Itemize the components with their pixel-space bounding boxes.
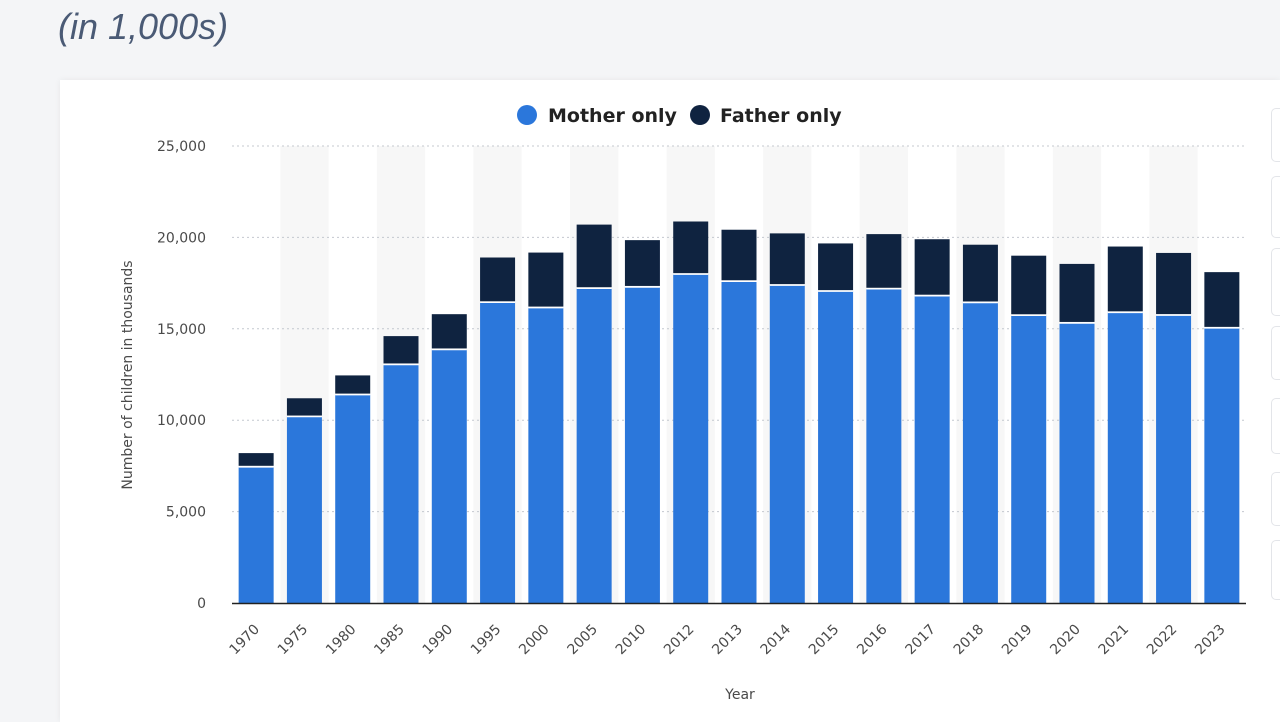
- bar-segment-mother-only: [1059, 322, 1095, 603]
- side-toolbar-tab[interactable]: [1271, 176, 1280, 238]
- x-tick-labels: 1970 1975 1980 1985 1990 1995 2000 2005 2010 2012…: [226, 621, 1228, 658]
- x-tick-label: 1980: [323, 622, 360, 659]
- bar-segment-father-only: [576, 224, 612, 288]
- bar-segment-mother-only: [1204, 327, 1240, 603]
- bar-segment-mother-only: [866, 288, 902, 603]
- x-tick-label: 1990: [420, 622, 457, 659]
- x-tick-label: 2016: [854, 621, 891, 658]
- bars: [238, 221, 1240, 603]
- x-tick-label: 2020: [1047, 622, 1084, 659]
- side-toolbar-tab[interactable]: [1271, 108, 1280, 162]
- x-tick-label: 2014: [758, 621, 795, 658]
- side-toolbar-tab[interactable]: [1271, 540, 1280, 600]
- x-tick-label: 2017: [902, 622, 939, 659]
- legend-label-father-only[interactable]: Father only: [720, 105, 842, 127]
- x-tick-label: 2023: [1192, 622, 1229, 659]
- x-tick-label: 1985: [371, 622, 408, 659]
- x-tick-label: 2013: [709, 622, 746, 659]
- bar-segment-father-only: [335, 375, 371, 394]
- bar-segment-father-only: [1156, 252, 1192, 315]
- bar-segment-father-only: [528, 252, 564, 307]
- bar-segment-father-only: [721, 229, 757, 281]
- x-tick-label: 2005: [564, 622, 601, 659]
- legend-label-mother-only[interactable]: Mother only: [548, 105, 678, 127]
- bar-segment-father-only: [962, 244, 998, 302]
- bar-segment-mother-only: [528, 307, 564, 603]
- bar-segment-father-only: [286, 398, 322, 416]
- bar-segment-mother-only: [962, 302, 998, 603]
- bar-segment-father-only: [383, 336, 419, 364]
- bar-segment-father-only: [624, 240, 660, 286]
- bar-segment-mother-only: [383, 364, 419, 603]
- bar-segment-father-only: [1107, 246, 1143, 312]
- bar-segment-father-only: [1011, 255, 1047, 315]
- bar-segment-mother-only: [576, 288, 612, 603]
- bar-segment-mother-only: [1011, 315, 1047, 603]
- bar-segment-father-only: [673, 221, 709, 274]
- x-tick-label: 2022: [1144, 622, 1181, 659]
- legend: Mother only Father only: [517, 105, 842, 127]
- legend-swatch-father-only[interactable]: [690, 105, 710, 125]
- page-heading: (in 1,000s): [58, 6, 229, 47]
- x-tick-label: 2015: [806, 622, 843, 659]
- bar-segment-father-only: [769, 233, 805, 285]
- bar-segment-mother-only: [721, 281, 757, 603]
- bar-segment-father-only: [818, 243, 854, 291]
- bar-segment-father-only: [1204, 272, 1240, 327]
- bar-segment-father-only: [431, 314, 467, 349]
- side-toolbar-tab[interactable]: [1271, 326, 1280, 380]
- y-tick-label: 5,000: [166, 505, 206, 521]
- side-toolbar-tab[interactable]: [1271, 248, 1280, 316]
- bar-segment-father-only: [866, 234, 902, 288]
- bar-segment-mother-only: [431, 349, 467, 603]
- x-tick-label: 2012: [661, 622, 698, 659]
- bar-segment-mother-only: [914, 295, 950, 603]
- x-tick-label: 2010: [613, 622, 650, 659]
- x-tick-label: 2019: [999, 622, 1036, 659]
- bar-segment-mother-only: [1107, 312, 1143, 603]
- bar-segment-mother-only: [769, 285, 805, 603]
- y-tick-label: 20,000: [157, 230, 206, 246]
- x-tick-label: 2018: [951, 622, 988, 659]
- y-tick-labels: 0 5,000 10,000 15,000 20,000 25,000: [157, 139, 206, 612]
- y-tick-label: 10,000: [157, 413, 206, 429]
- legend-swatch-mother-only[interactable]: [517, 105, 537, 125]
- side-toolbar-tab[interactable]: [1271, 472, 1280, 526]
- y-tick-label: 25,000: [157, 139, 206, 155]
- side-toolbar-tab[interactable]: [1271, 398, 1280, 454]
- bar-segment-father-only: [480, 257, 516, 302]
- bar-segment-mother-only: [286, 416, 322, 603]
- x-tick-label: 1995: [468, 622, 505, 659]
- bar-segment-mother-only: [1156, 315, 1192, 603]
- y-tick-label: 0: [197, 596, 206, 612]
- x-tick-label: 1970: [226, 622, 263, 659]
- x-tick-label: 2021: [1096, 622, 1133, 659]
- x-tick-label: 2000: [516, 622, 553, 659]
- x-tick-label: 1975: [275, 622, 312, 659]
- x-axis-title: Year: [724, 687, 755, 703]
- y-tick-label: 15,000: [157, 322, 206, 338]
- bar-segment-mother-only: [818, 291, 854, 603]
- bar-segment-mother-only: [624, 286, 660, 603]
- bar-segment-mother-only: [673, 274, 709, 603]
- bar-segment-mother-only: [480, 302, 516, 603]
- bar-segment-father-only: [1059, 263, 1095, 322]
- bar-segment-mother-only: [335, 394, 371, 603]
- bar-segment-mother-only: [238, 466, 274, 603]
- y-axis-title: Number of children in thousands: [120, 260, 136, 489]
- bar-segment-father-only: [238, 453, 274, 466]
- bar-segment-father-only: [914, 239, 950, 295]
